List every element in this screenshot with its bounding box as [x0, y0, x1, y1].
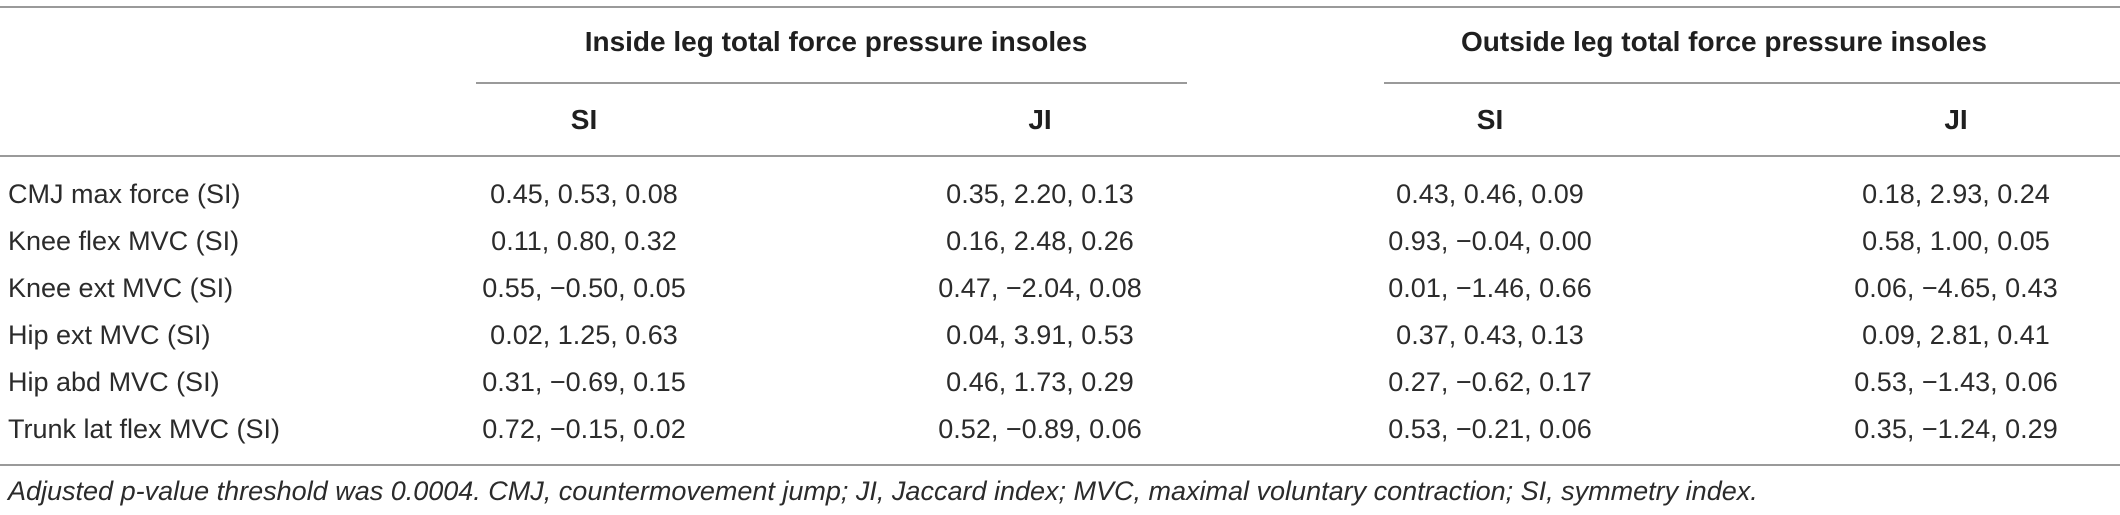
column-header-outside-si: SI: [1476, 104, 1504, 135]
table-cell: 0.37, 0.43, 0.13: [1396, 320, 1584, 350]
table-cell: 0.04, 3.91, 0.53: [946, 320, 1134, 350]
row-label: Knee flex MVC (SI): [8, 226, 240, 256]
table-cell: 0.47, −2.04, 0.08: [938, 273, 1142, 303]
table-row: Knee flex MVC (SI) 0.11, 0.80, 0.32 0.16…: [0, 218, 2120, 265]
table-bottom-rule: [0, 464, 2120, 466]
header-rule: [0, 155, 2120, 157]
table-top-rule: [0, 6, 2120, 8]
table-row: CMJ max force (SI) 0.45, 0.53, 0.08 0.35…: [0, 171, 2120, 218]
table-cell: 0.02, 1.25, 0.63: [490, 320, 678, 350]
table-cell: 0.16, 2.48, 0.26: [946, 226, 1134, 256]
table-cell: 0.93, −0.04, 0.00: [1388, 226, 1592, 256]
row-label: CMJ max force (SI): [8, 179, 241, 209]
row-label: Trunk lat flex MVC (SI): [8, 414, 281, 444]
column-header-inside-si: SI: [570, 104, 598, 135]
table-cell: 0.53, −1.43, 0.06: [1854, 367, 2058, 397]
group-header-outside-leg: Outside leg total force pressure insoles: [1461, 26, 1987, 57]
table-footnote: Adjusted p-value threshold was 0.0004. C…: [8, 476, 1758, 506]
table-cell: 0.46, 1.73, 0.29: [946, 367, 1134, 397]
row-label: Hip abd MVC (SI): [8, 367, 220, 397]
table-cell: 0.35, −1.24, 0.29: [1854, 414, 2058, 444]
table-cell: 0.53, −0.21, 0.06: [1388, 414, 1592, 444]
table-cell: 0.01, −1.46, 0.66: [1388, 273, 1592, 303]
table-cell: 0.55, −0.50, 0.05: [482, 273, 686, 303]
table-cell: 0.35, 2.20, 0.13: [946, 179, 1134, 209]
table-cell: 0.72, −0.15, 0.02: [482, 414, 686, 444]
table-cell: 0.43, 0.46, 0.09: [1396, 179, 1584, 209]
row-label: Knee ext MVC (SI): [8, 273, 234, 303]
group-rule-outside-leg: [1384, 82, 2120, 84]
column-header-outside-ji: JI: [1944, 104, 1968, 135]
table-cell: 0.11, 0.80, 0.32: [491, 226, 677, 256]
column-header-inside-ji: JI: [1028, 104, 1052, 135]
table-cell: 0.09, 2.81, 0.41: [1862, 320, 2050, 350]
table-cell: 0.45, 0.53, 0.08: [490, 179, 678, 209]
table-cell: 0.31, −0.69, 0.15: [482, 367, 686, 397]
table-row: Hip abd MVC (SI) 0.31, −0.69, 0.15 0.46,…: [0, 359, 2120, 406]
table-cell: 0.52, −0.89, 0.06: [938, 414, 1142, 444]
table-cell: 0.18, 2.93, 0.24: [1862, 179, 2050, 209]
group-header-inside-leg: Inside leg total force pressure insoles: [584, 26, 1088, 57]
table-cell: 0.06, −4.65, 0.43: [1854, 273, 2058, 303]
table-row: Hip ext MVC (SI) 0.02, 1.25, 0.63 0.04, …: [0, 312, 2120, 359]
row-label: Hip ext MVC (SI): [8, 320, 211, 350]
table-cell: 0.27, −0.62, 0.17: [1388, 367, 1592, 397]
table-row: Trunk lat flex MVC (SI) 0.72, −0.15, 0.0…: [0, 406, 2120, 453]
table-cell: 0.58, 1.00, 0.05: [1862, 226, 2050, 256]
group-rule-inside-leg: [476, 82, 1187, 84]
table-row: Knee ext MVC (SI) 0.55, −0.50, 0.05 0.47…: [0, 265, 2120, 312]
